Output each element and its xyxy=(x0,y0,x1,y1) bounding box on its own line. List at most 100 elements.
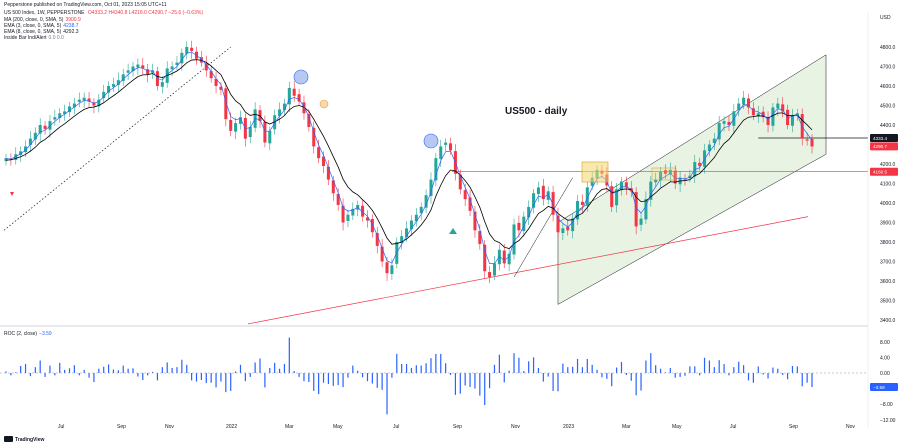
roc-bar xyxy=(327,373,329,384)
indicator-ema3-legend[interactable]: EMA (3, close, 0, SMA, 5) 4238.7 xyxy=(4,23,81,29)
roc-bar xyxy=(347,373,349,378)
time-tick-label: Sep xyxy=(789,424,798,430)
candle-body xyxy=(624,182,628,188)
roc-bar xyxy=(161,367,163,373)
roc-bar xyxy=(391,373,393,378)
svg-text:TradingView: TradingView xyxy=(15,437,44,443)
symbol-line[interactable]: US 500 Index, 1W, PEPPERSTONE O4333.2 H4… xyxy=(4,10,205,16)
candle-body xyxy=(322,156,326,166)
signal-circle-marker[interactable] xyxy=(423,133,439,149)
price-tick-label: 4400.0 xyxy=(880,123,896,129)
roc-bar xyxy=(73,365,75,373)
candle-body xyxy=(180,52,184,64)
candle-body xyxy=(370,218,374,233)
candle-body xyxy=(146,69,150,75)
candle-body xyxy=(805,139,809,141)
roc-bar xyxy=(220,373,222,382)
candle-body xyxy=(28,138,32,145)
roc-bar xyxy=(386,373,388,415)
indicator-ma200-legend[interactable]: MA (200, close, 0, SMA, 5) 3900.9 xyxy=(4,17,83,23)
roc-bar xyxy=(469,373,471,388)
candle-body xyxy=(668,169,672,175)
candle-body xyxy=(566,226,570,231)
candle-body xyxy=(434,158,438,181)
roc-bar xyxy=(752,373,754,383)
candle-body xyxy=(292,88,296,96)
candle-body xyxy=(326,166,330,180)
candle-body xyxy=(449,143,453,151)
roc-bar xyxy=(479,373,481,396)
roc-bar xyxy=(430,358,432,373)
roc-bar xyxy=(586,358,588,373)
candle-body xyxy=(107,86,111,93)
roc-bar xyxy=(15,372,17,373)
candle-body xyxy=(742,97,746,105)
indicator-insidebar-legend[interactable]: Inside Bar Ind/Alert 0.0 0.0 xyxy=(4,35,66,41)
roc-bar xyxy=(591,364,593,373)
signal-circle-marker[interactable] xyxy=(319,99,329,109)
roc-bar xyxy=(200,373,202,381)
roc-bar xyxy=(664,372,667,373)
time-tick-label: Sep xyxy=(453,424,462,430)
candle-body xyxy=(478,231,482,244)
roc-bar xyxy=(640,373,642,391)
roc-bar xyxy=(606,373,608,379)
candle-body xyxy=(693,162,697,177)
roc-bar xyxy=(474,373,476,389)
candle-body xyxy=(302,102,306,114)
roc-bar xyxy=(98,368,100,373)
candle-body xyxy=(492,263,496,276)
candle-body xyxy=(58,113,62,118)
roc-bar xyxy=(537,367,540,373)
candle-body xyxy=(414,214,418,222)
highlight-box[interactable] xyxy=(651,167,677,181)
candle-body xyxy=(331,180,335,194)
candle-body xyxy=(351,208,355,216)
candle-body xyxy=(439,146,443,159)
price-tag xyxy=(870,167,898,176)
price-tick-label: 3500.0 xyxy=(880,299,896,305)
candle-body xyxy=(463,190,467,200)
signal-circle-marker[interactable] xyxy=(293,69,309,85)
roc-bar xyxy=(655,365,657,373)
roc-bar xyxy=(29,373,32,377)
roc-label: ROC (2, close) xyxy=(4,331,38,337)
candle-body xyxy=(390,265,394,274)
time-tick-label: Jul xyxy=(58,424,64,430)
price-tick-label: 4700.0 xyxy=(880,65,896,71)
roc-bar xyxy=(156,373,159,381)
candle-body xyxy=(160,82,164,87)
roc-bar xyxy=(791,365,794,373)
candle-body xyxy=(229,119,233,131)
sell-arrow-marker xyxy=(10,192,14,196)
price-tick-label: 4000.0 xyxy=(880,201,896,207)
roc-legend[interactable]: ROC (2, close) −3.59 xyxy=(4,331,54,337)
candle-body xyxy=(385,262,389,274)
roc-bar xyxy=(796,366,798,373)
candle-body xyxy=(776,103,780,109)
candle-body xyxy=(19,151,23,156)
roc-bar xyxy=(449,373,452,375)
roc-bar xyxy=(459,373,461,394)
candle-body xyxy=(82,97,86,101)
candle-body xyxy=(278,109,282,117)
roc-bar xyxy=(195,373,198,382)
price-tag xyxy=(870,142,898,151)
currency-label: USD xyxy=(880,15,891,21)
candle-body xyxy=(746,98,751,108)
highlight-box[interactable] xyxy=(581,161,609,183)
indicator-ema8-legend[interactable]: EMA (8, close, 0, SMA, 5) 4292.3 xyxy=(4,29,81,35)
roc-bar xyxy=(445,363,447,373)
ma200-label: MA (200, close, 0, SMA, 5) xyxy=(4,17,64,23)
candle-body xyxy=(502,250,506,264)
candle-body xyxy=(663,170,667,174)
candle-body xyxy=(219,86,223,90)
roc-bar xyxy=(635,373,637,396)
time-tick-label: Mar xyxy=(622,424,631,430)
symbol-name[interactable]: US 500 Index, 1W, PEPPERSTONE xyxy=(4,10,85,16)
time-tick-label: Nov xyxy=(511,424,520,430)
roc-bar xyxy=(659,368,662,373)
candle-body xyxy=(698,162,702,166)
roc-bar xyxy=(689,366,691,373)
